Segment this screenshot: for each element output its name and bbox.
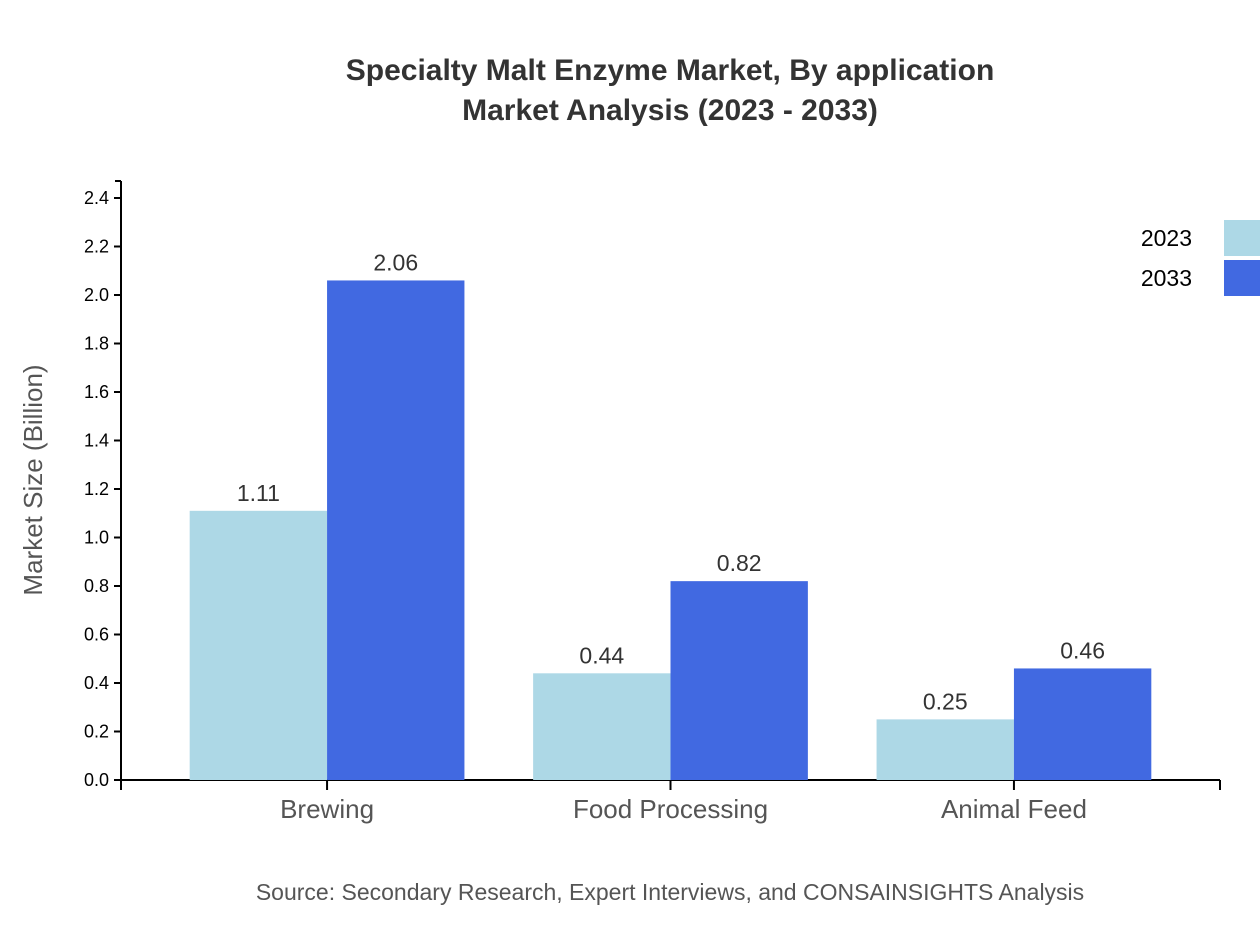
x-tick-label: Food Processing: [573, 794, 768, 824]
data-label: 0.25: [923, 688, 968, 714]
bar-2023-food-processing: [533, 673, 671, 780]
y-tick-label: 0.4: [84, 673, 109, 693]
y-tick-label: 1.2: [84, 479, 109, 499]
y-tick-label: 1.4: [84, 431, 109, 451]
legend-label: 2023: [1141, 225, 1192, 251]
y-tick-label: 2.4: [84, 188, 109, 208]
chart-title: Specialty Malt Enzyme Market, By applica…: [346, 54, 995, 87]
bar-2023-animal-feed: [876, 719, 1014, 780]
legend-swatch-2033: [1224, 260, 1260, 296]
bar-2033-brewing: [327, 280, 465, 780]
bar-2023-brewing: [189, 510, 328, 780]
y-tick-label: 0.6: [84, 625, 109, 645]
source-note: Source: Secondary Research, Expert Inter…: [256, 879, 1084, 905]
x-tick-label: Animal Feed: [941, 794, 1087, 824]
data-label: 0.44: [579, 642, 624, 668]
data-label: 1.11: [237, 480, 280, 506]
legend-label: 2033: [1141, 265, 1192, 291]
y-tick-label: 1.6: [84, 382, 109, 402]
y-tick-label: 2.0: [84, 285, 109, 305]
y-tick-label: 0.8: [84, 576, 109, 596]
y-axis-label: Market Size (Billion): [18, 364, 48, 595]
y-tick-label: 2.2: [84, 237, 109, 257]
data-label: 0.82: [717, 550, 762, 576]
data-label: 2.06: [373, 249, 418, 275]
y-tick-label: 0.2: [84, 722, 109, 742]
bar-2033-food-processing: [670, 581, 808, 780]
y-tick-label: 0.0: [84, 770, 109, 790]
bar-2033-animal-feed: [1013, 668, 1152, 780]
chart-subtitle: Market Analysis (2023 - 2033): [462, 94, 878, 127]
x-tick-label: Brewing: [280, 794, 374, 824]
y-tick-label: 1.8: [84, 334, 109, 354]
legend-swatch-2023: [1224, 220, 1260, 256]
data-label: 0.46: [1060, 637, 1105, 663]
y-tick-label: 1.0: [84, 528, 109, 548]
